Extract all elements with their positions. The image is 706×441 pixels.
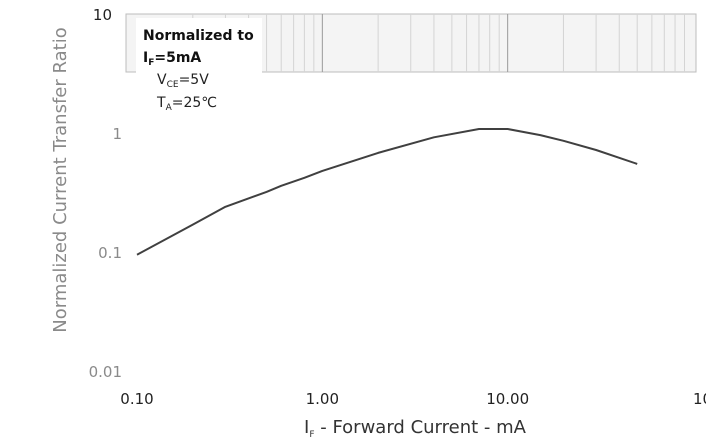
- annotation-line-3: VCE=5V: [157, 72, 209, 90]
- series-layer: [136, 128, 638, 256]
- y-tick-label: 1: [112, 125, 122, 143]
- annotation-line-4: TA=25℃: [156, 95, 217, 113]
- y-tick-label: 10: [93, 6, 112, 24]
- x-tick-label: 100.00: [693, 390, 706, 408]
- annotation-line-1: Normalized to: [143, 28, 254, 44]
- x-tick-label: 1.00: [306, 390, 339, 408]
- x-tick-label: 0.10: [120, 390, 153, 408]
- x-axis-label: IF - Forward Current - mA: [304, 417, 527, 440]
- series-line: [136, 128, 638, 256]
- annotation-box: Normalized to IF=5mA VCE=5V TA=25℃: [136, 18, 262, 113]
- x-tick-label: 10.00: [486, 390, 529, 408]
- annotation-line-2: IF=5mA: [143, 50, 201, 68]
- y-tick-label: 0.1: [98, 244, 122, 262]
- y-axis-label: Normalized Current Transfer Ratio: [50, 27, 71, 332]
- tick-labels: 0.10 1.00 10.00 100.00 0.01 0.1 1 10: [89, 6, 706, 408]
- y-tick-label: 0.01: [89, 363, 122, 381]
